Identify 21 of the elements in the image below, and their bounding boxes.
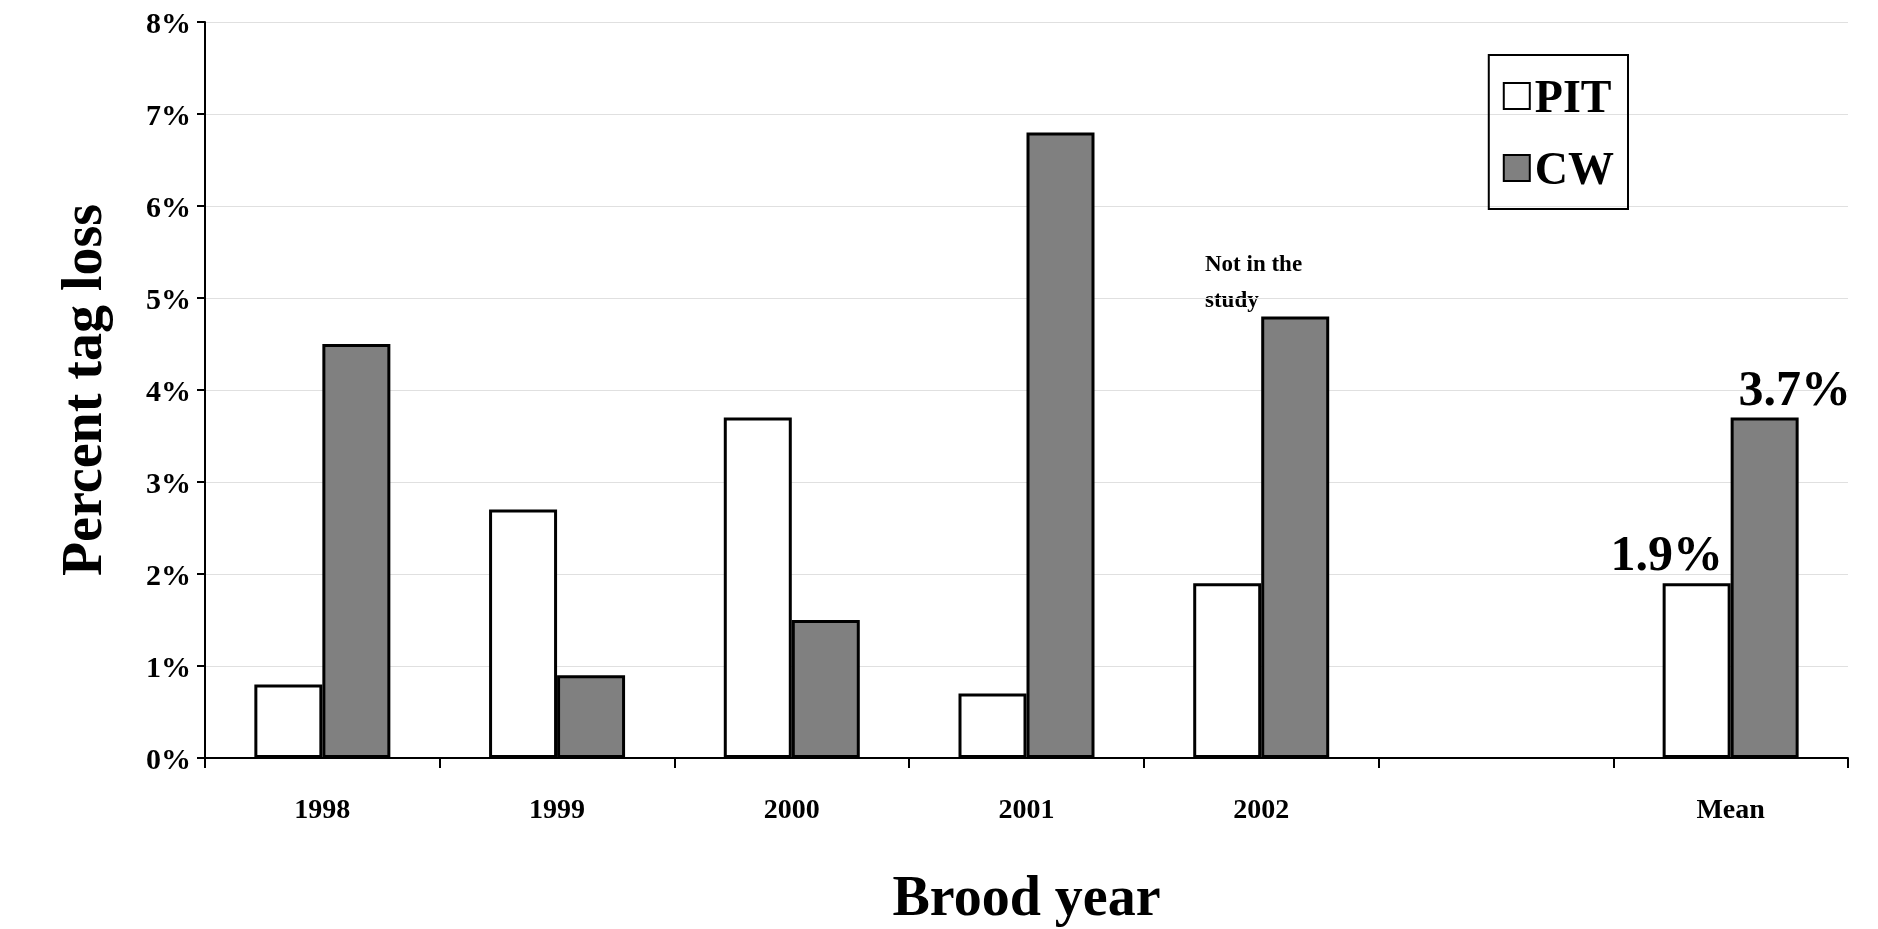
data-label: 1.9% (1610, 525, 1723, 582)
x-tick-label: 2002 (1233, 792, 1290, 824)
x-tick-label: 1998 (294, 792, 351, 824)
x-tick-label: 1999 (529, 792, 586, 824)
legend-label: PIT (1534, 70, 1612, 122)
y-tick-label: 2% (146, 557, 191, 591)
y-tick-label: 5% (146, 281, 191, 315)
y-tick-label: 1% (146, 649, 191, 683)
x-axis-title: Brood year (892, 865, 1161, 927)
x-tick-label: 2000 (763, 792, 820, 824)
y-tick-label: 4% (146, 373, 191, 407)
y-tick-label: 0% (146, 741, 191, 775)
y-axis-title: Percent tag loss (51, 203, 113, 577)
y-tick-label: 3% (146, 465, 191, 499)
data-label: 3.7% (1738, 359, 1851, 416)
x-tick-label: Mean (1696, 792, 1766, 824)
y-tick-label: 6% (146, 189, 191, 223)
y-tick-label: 7% (146, 97, 191, 131)
x-tick-label: 2001 (998, 792, 1055, 824)
y-tick-label: 8% (146, 5, 191, 39)
legend-label: CW (1534, 142, 1615, 194)
